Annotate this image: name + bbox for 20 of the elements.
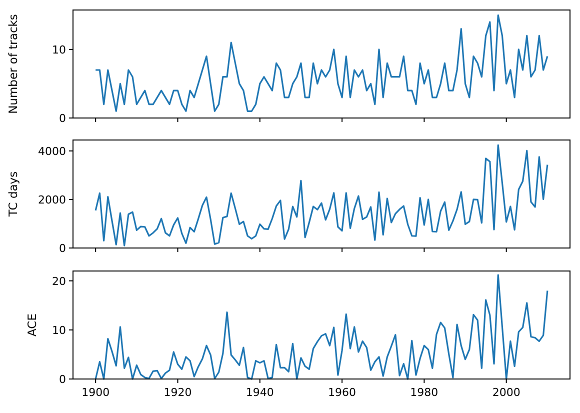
x-tick-label: 1900: [82, 386, 110, 399]
y-tick-label: 4000: [38, 144, 66, 158]
y-tick-label: 20: [52, 274, 66, 288]
line-series: [94, 144, 548, 246]
x-tick-label: 2000: [492, 386, 520, 399]
y-tick-label: 10: [52, 43, 66, 56]
y-tick-label: 0: [59, 112, 66, 125]
y-tick-label: 2000: [38, 193, 66, 206]
y-tick-label: 0: [59, 373, 66, 386]
y-axis-title: Number of tracks: [6, 14, 20, 114]
x-tick-label: 1920: [164, 386, 192, 399]
y-axis-title: ACE: [25, 314, 39, 336]
y-tick-label: 0: [59, 242, 66, 255]
line-series: [94, 274, 548, 380]
x-tick-label: 1980: [410, 386, 438, 399]
x-tick-label: 1940: [246, 386, 274, 399]
y-tick-label: 10: [52, 324, 66, 337]
y-axis-title: TC days: [6, 171, 20, 218]
line-series: [94, 14, 548, 112]
x-tick-label: 1960: [328, 386, 356, 399]
